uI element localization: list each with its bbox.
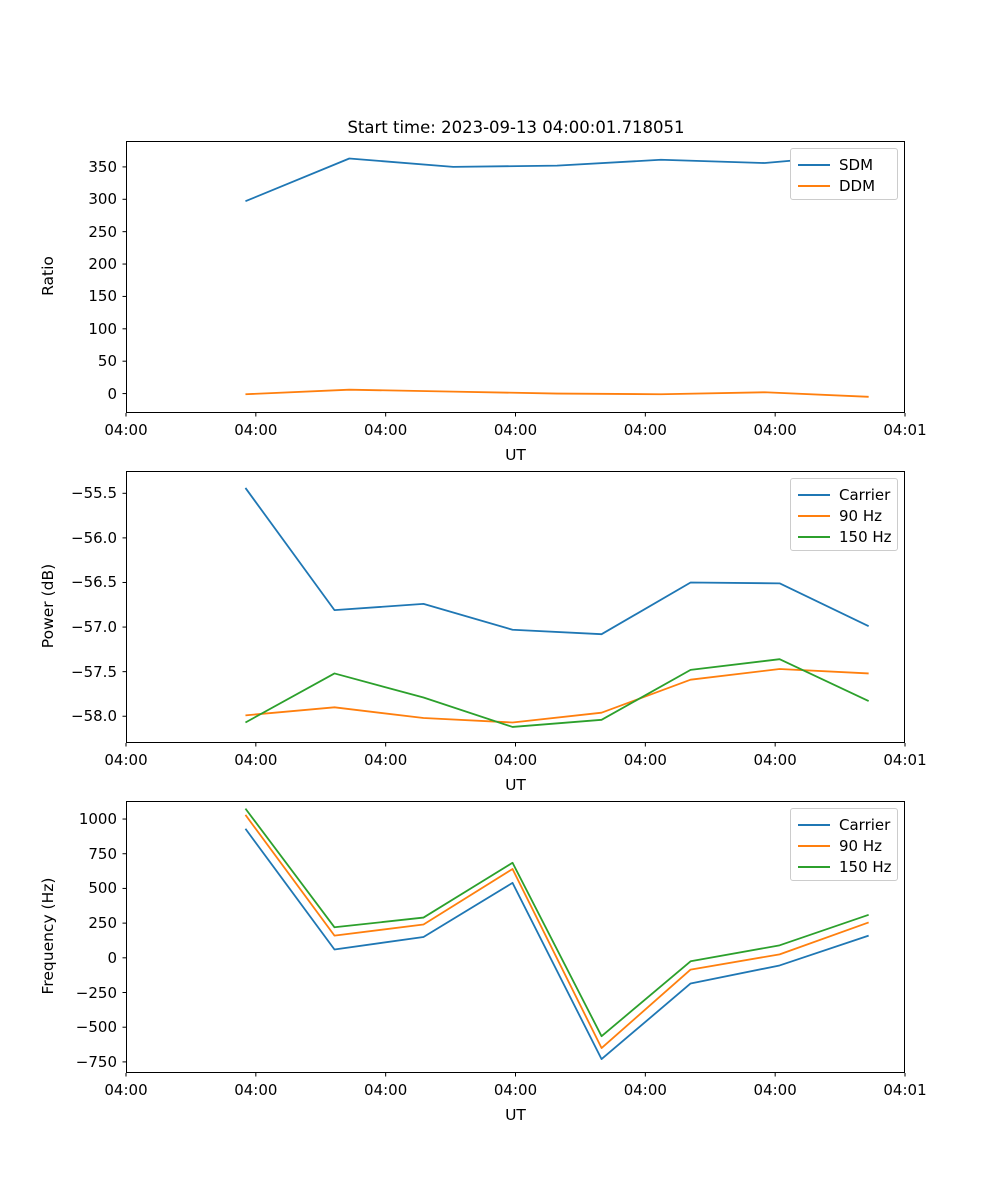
x-axis-label-ut-middle: UT bbox=[505, 776, 526, 794]
x-tick-label: 04:00 bbox=[623, 1081, 667, 1099]
x-tick-label: 04:00 bbox=[753, 751, 797, 769]
axes-frame-ratio bbox=[126, 141, 905, 413]
series-line-carrier bbox=[244, 828, 869, 1061]
y-tick-label: 250 bbox=[88, 222, 117, 241]
legend-line-swatch-icon bbox=[798, 535, 830, 538]
legend-item-label: DDM bbox=[839, 176, 876, 195]
x-tick-label: 04:01 bbox=[883, 751, 927, 769]
x-tick-label: 04:00 bbox=[753, 421, 797, 439]
x-tick-label: 04:00 bbox=[623, 751, 667, 769]
legend-line-swatch-icon bbox=[798, 184, 830, 187]
legend-ratio[interactable]: SDM DDM bbox=[790, 148, 898, 200]
x-tick-label: 04:00 bbox=[493, 1081, 538, 1099]
y-tick-label: 250 bbox=[88, 914, 117, 933]
y-tick-label: −56.0 bbox=[71, 528, 117, 547]
y-tick-label: 50 bbox=[97, 352, 117, 371]
y-tick-label: 350 bbox=[88, 157, 117, 176]
series-line-90-hz bbox=[245, 668, 869, 724]
x-tick-label: 04:00 bbox=[104, 751, 148, 769]
x-tick-label: 04:00 bbox=[234, 751, 278, 769]
legend-item-ddm[interactable]: DDM bbox=[798, 175, 890, 196]
legend-power[interactable]: Carrier 90 Hz 150 Hz bbox=[790, 478, 898, 551]
legend-item-label: Carrier bbox=[839, 815, 891, 834]
x-tick-label: 04:01 bbox=[883, 1081, 927, 1099]
legend-line-swatch-icon bbox=[798, 514, 830, 517]
legend-item-90-hz[interactable]: 90 Hz bbox=[798, 505, 890, 526]
series-line-carrier bbox=[244, 487, 870, 636]
figure-title: Start time: 2023-09-13 04:00:01.718051 bbox=[347, 118, 685, 137]
legend-line-swatch-icon bbox=[798, 163, 830, 166]
x-axis-label-ut-bottom: UT bbox=[505, 1106, 526, 1124]
legend-item-label: Carrier bbox=[839, 485, 891, 504]
series-line-ddm bbox=[245, 388, 869, 398]
legend-line-swatch-icon bbox=[798, 493, 830, 496]
legend-item-label: SDM bbox=[839, 155, 874, 174]
y-tick-label: 100 bbox=[88, 319, 117, 338]
x-tick-label: 04:00 bbox=[234, 421, 278, 439]
y-tick-label: −55.5 bbox=[71, 484, 117, 503]
legend-line-swatch-icon bbox=[798, 865, 830, 868]
y-tick-label: −500 bbox=[75, 1018, 117, 1037]
x-tick-label: 04:00 bbox=[493, 751, 538, 769]
x-tick-label: 04:00 bbox=[234, 1081, 278, 1099]
legend-item-label: 90 Hz bbox=[839, 506, 883, 525]
legend-item-sdm[interactable]: SDM bbox=[798, 154, 890, 175]
legend-item-label: 150 Hz bbox=[839, 527, 892, 546]
y-tick-label: −57.0 bbox=[71, 618, 117, 637]
legend-item-90-hz[interactable]: 90 Hz bbox=[798, 835, 890, 856]
x-tick-label: 04:00 bbox=[104, 421, 148, 439]
y-tick-label: 1000 bbox=[78, 810, 117, 829]
x-tick-label: 04:00 bbox=[104, 1081, 148, 1099]
x-tick-label: 04:00 bbox=[623, 421, 667, 439]
y-tick-label: −57.5 bbox=[71, 662, 117, 681]
series-line-150-hz bbox=[244, 808, 869, 1038]
y-tick-label: 0 bbox=[107, 384, 117, 403]
legend-line-swatch-icon bbox=[798, 844, 830, 847]
series-line-150-hz bbox=[245, 658, 870, 728]
y-tick-label: 0 bbox=[107, 948, 117, 967]
y-tick-label: −750 bbox=[75, 1052, 117, 1071]
y-tick-label: 200 bbox=[88, 255, 117, 274]
legend-item-150-hz[interactable]: 150 Hz bbox=[798, 856, 892, 877]
y-tick-label: −58.0 bbox=[71, 707, 117, 726]
x-tick-label: 04:00 bbox=[753, 1081, 797, 1099]
legend-item-label: 90 Hz bbox=[839, 836, 883, 855]
x-tick-label: 04:00 bbox=[364, 421, 408, 439]
series-line-90-hz bbox=[244, 814, 869, 1049]
legend-item-150-hz[interactable]: 150 Hz bbox=[798, 526, 892, 547]
legend-line-swatch-icon bbox=[798, 823, 830, 826]
x-tick-label: 04:00 bbox=[493, 421, 538, 439]
legend-frequency[interactable]: Carrier 90 Hz 150 Hz bbox=[790, 808, 898, 881]
x-tick-label: 04:00 bbox=[364, 751, 408, 769]
legend-item-label: 150 Hz bbox=[839, 857, 892, 876]
y-tick-label: 150 bbox=[88, 287, 117, 306]
legend-item-carrier[interactable]: Carrier bbox=[798, 484, 890, 505]
y-tick-label: 300 bbox=[88, 190, 117, 209]
y-tick-label: 750 bbox=[88, 844, 117, 863]
x-tick-label: 04:00 bbox=[364, 1081, 408, 1099]
x-tick-label: 04:01 bbox=[883, 421, 927, 439]
x-axis-label-ut-top: UT bbox=[505, 446, 526, 464]
y-tick-label: 500 bbox=[88, 879, 117, 898]
series-line-sdm bbox=[245, 153, 869, 203]
axes-frame-power bbox=[126, 471, 905, 743]
y-tick-label: −56.5 bbox=[71, 573, 117, 592]
axes-frame-frequency bbox=[126, 801, 905, 1073]
legend-item-carrier[interactable]: Carrier bbox=[798, 814, 890, 835]
y-tick-label: −250 bbox=[75, 983, 117, 1002]
